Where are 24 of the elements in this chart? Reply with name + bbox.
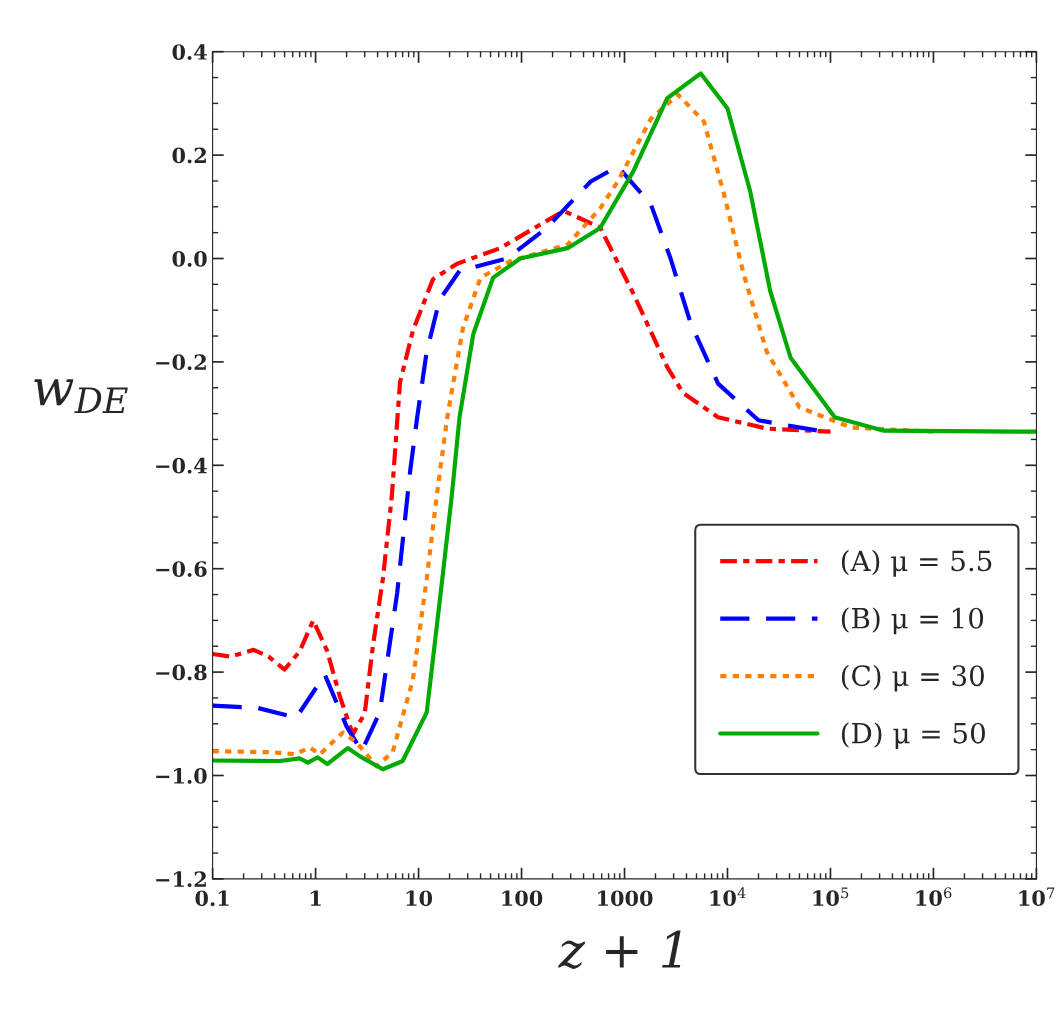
y-tick-label: 0.4 [172,44,207,60]
legend-label: (C) μ = 30 [841,664,984,692]
x-tick-label: 10$^{5}$ [813,887,849,907]
x-tick-label: 0.1 [195,890,229,907]
y-tick-label: −0.2 [156,354,206,371]
x-tick-label: 10$^{7}$ [1019,887,1055,907]
x-tick-label: 10 [406,890,433,907]
legend-label: (D) μ = 50 [841,722,985,750]
y-tick-label: 0.2 [172,147,206,164]
x-tick-label: 1 [310,890,321,906]
legend-label: (B) μ = 10 [841,607,984,635]
x-tick-label: 1000 [598,890,653,907]
y-tick-label: 0.0 [172,250,207,267]
x-tick-label: 10$^{4}$ [710,887,746,906]
y-tick-label: −1.2 [156,871,206,888]
y-tick-label: −0.8 [156,664,207,681]
y-tick-label: −0.6 [156,561,207,577]
x-tick-label: 100 [502,890,543,907]
y-tick-label: −0.4 [156,457,207,474]
x-axis-title: z + 1 [558,930,681,969]
y-axis-title: w$_{DE}$ [34,379,128,414]
x-tick-label: 10$^{6}$ [916,887,952,906]
y-tick-label: −1.0 [156,767,207,784]
legend-label: (A) μ = 5.5 [841,549,992,577]
